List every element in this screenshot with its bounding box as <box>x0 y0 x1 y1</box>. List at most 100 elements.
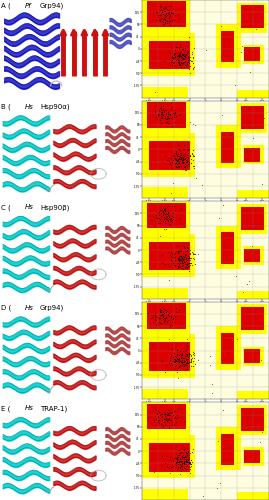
Point <box>160 358 164 366</box>
Point <box>193 250 197 258</box>
Polygon shape <box>147 404 186 429</box>
Point <box>192 122 197 130</box>
Point <box>178 149 182 157</box>
Point <box>155 111 160 119</box>
Point <box>185 151 189 159</box>
Point <box>180 158 184 166</box>
Point <box>164 306 168 314</box>
Point <box>221 134 226 142</box>
Point <box>177 56 181 64</box>
Point <box>170 362 175 370</box>
Point <box>184 158 188 166</box>
Point <box>191 162 196 170</box>
Point <box>169 188 173 196</box>
Point <box>204 46 208 54</box>
Point <box>250 242 254 250</box>
Point <box>216 437 220 445</box>
Point <box>175 42 179 50</box>
Point <box>169 217 173 225</box>
Point <box>183 260 187 268</box>
Point <box>178 257 182 265</box>
Point <box>180 58 184 66</box>
Point <box>172 420 176 428</box>
Point <box>235 335 239 343</box>
Point <box>156 112 160 120</box>
Point <box>151 313 155 321</box>
Point <box>157 418 161 426</box>
Point <box>179 358 184 366</box>
Point <box>174 450 178 458</box>
Point <box>179 52 183 60</box>
Polygon shape <box>149 242 190 270</box>
Text: Hs: Hs <box>24 304 33 310</box>
Point <box>178 356 183 364</box>
Point <box>183 464 188 472</box>
Point <box>162 415 167 423</box>
Point <box>159 102 164 110</box>
Point <box>191 63 196 71</box>
Point <box>159 2 163 10</box>
Point <box>182 458 186 466</box>
Point <box>169 416 173 424</box>
Point <box>167 424 171 432</box>
Point <box>174 418 178 426</box>
Point <box>178 157 182 165</box>
FancyBboxPatch shape <box>237 304 267 334</box>
Point <box>178 60 182 68</box>
Point <box>170 61 175 69</box>
Point <box>171 52 175 60</box>
Point <box>161 307 165 315</box>
Point <box>163 459 167 467</box>
Point <box>172 106 176 114</box>
Point <box>184 157 189 165</box>
Point <box>160 6 164 14</box>
Point <box>176 463 180 471</box>
Point <box>159 318 163 326</box>
Point <box>178 246 182 254</box>
Point <box>180 459 185 467</box>
Point <box>173 154 178 162</box>
Point <box>155 410 159 418</box>
Point <box>175 52 179 60</box>
Point <box>174 454 178 462</box>
Point <box>172 11 177 19</box>
Point <box>167 416 171 424</box>
Point <box>169 58 173 66</box>
Polygon shape <box>149 142 190 170</box>
Point <box>175 346 179 354</box>
Point <box>172 261 176 269</box>
Point <box>174 150 179 158</box>
Point <box>179 358 184 366</box>
Polygon shape <box>142 201 190 234</box>
Point <box>174 52 179 60</box>
Point <box>189 356 193 364</box>
Point <box>178 152 182 160</box>
Point <box>182 155 186 163</box>
Point <box>157 11 162 19</box>
Point <box>173 262 177 270</box>
Point <box>166 216 170 224</box>
Point <box>184 456 188 464</box>
Point <box>176 242 180 250</box>
Point <box>183 361 187 369</box>
Point <box>186 262 190 270</box>
Point <box>182 141 187 149</box>
Point <box>175 456 179 464</box>
Point <box>176 53 181 61</box>
Point <box>164 210 168 218</box>
Point <box>164 108 168 116</box>
Point <box>169 102 174 110</box>
Point <box>165 462 169 469</box>
Text: Hsp90α): Hsp90α) <box>40 104 70 110</box>
Point <box>169 161 173 169</box>
Point <box>182 352 187 360</box>
Point <box>172 156 177 164</box>
Point <box>168 468 172 476</box>
Point <box>165 115 169 123</box>
Point <box>183 250 187 258</box>
Point <box>170 408 175 416</box>
Point <box>161 422 165 430</box>
Point <box>161 313 165 321</box>
Point <box>171 108 175 116</box>
Point <box>181 58 185 66</box>
